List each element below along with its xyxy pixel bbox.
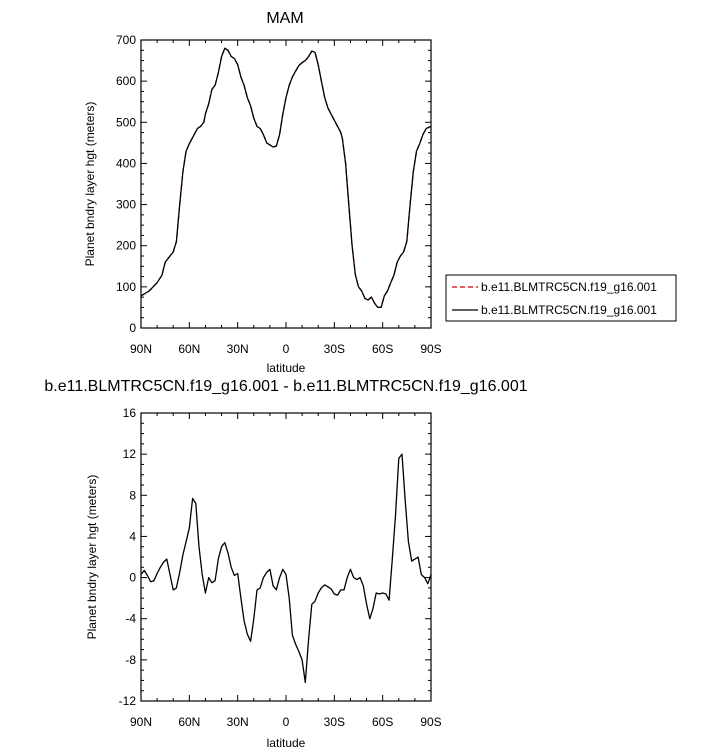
top-y-tick-label: 400 [116, 156, 136, 170]
top-series-line-2 [140, 47, 432, 309]
bottom-y-tick-label: -4 [125, 612, 136, 626]
top-series-line-1 [140, 47, 432, 309]
chart-bottom: b.e11.BLMTRC5CN.f19_g16.001 - b.e11.BLMT… [44, 378, 527, 750]
bottom-y-tick-label: 8 [129, 488, 136, 502]
top-y-tick-label: 700 [116, 33, 136, 47]
bottom-x-tick-label: 60S [372, 715, 393, 729]
bottom-x-tick-label: 90N [130, 715, 152, 729]
y-axis-label-bottom: Planet bndry layer hgt (meters) [85, 475, 99, 640]
bottom-y-tick-label: 0 [129, 571, 136, 585]
legend: b.e11.BLMTRC5CN.f19_g16.001 b.e11.BLMTRC… [445, 274, 677, 322]
x-axis-label-top: latitude [267, 361, 306, 375]
top-y-tick-label: 100 [116, 280, 136, 294]
bottom-x-tick-label: 60N [178, 715, 200, 729]
top-y-tick-label: 500 [116, 115, 136, 129]
chart-title-top: MAM [266, 10, 303, 27]
top-y-tick-label: 300 [116, 198, 136, 212]
top-x-tick-label: 0 [283, 342, 290, 356]
chart-title-bottom: b.e11.BLMTRC5CN.f19_g16.001 - b.e11.BLMT… [44, 378, 527, 395]
bottom-y-tick-label: 16 [123, 406, 137, 420]
plot-frame-bottom [140, 412, 432, 702]
top-y-tick-label: 200 [116, 239, 136, 253]
bottom-series-line-1 [140, 453, 432, 684]
bottom-y-tick-label: 12 [123, 447, 137, 461]
bottom-y-tick-label: -8 [125, 653, 136, 667]
top-x-tick-label: 60S [372, 342, 393, 356]
y-axis-label-top: Planet bndry layer hgt (meters) [83, 102, 97, 267]
bottom-x-tick-label: 30S [324, 715, 345, 729]
top-x-tick-label: 90S [420, 342, 441, 356]
legend-box [445, 274, 677, 322]
bottom-y-tick-label: -12 [119, 694, 137, 708]
top-y-tick-label: 0 [129, 321, 136, 335]
bottom-x-tick-label: 30N [227, 715, 249, 729]
bottom-y-tick-label: 4 [129, 529, 136, 543]
top-y-tick-label: 600 [116, 74, 136, 88]
legend-label-2: b.e11.BLMTRC5CN.f19_g16.001 [481, 303, 657, 317]
plot-frame-top [140, 39, 432, 329]
x-axis-label-bottom: latitude [267, 736, 306, 750]
legend-label-1: b.e11.BLMTRC5CN.f19_g16.001 [481, 280, 657, 294]
bottom-x-tick-label: 0 [283, 715, 290, 729]
chart-top: MAM 90N 60N 30N 0 30S 60S 90S 0 100 200 300 400 500 6… [83, 10, 442, 375]
top-x-tick-label: 30S [324, 342, 345, 356]
top-x-tick-label: 90N [130, 342, 152, 356]
top-x-tick-label: 60N [178, 342, 200, 356]
bottom-x-tick-label: 90S [420, 715, 441, 729]
top-x-tick-label: 30N [227, 342, 249, 356]
